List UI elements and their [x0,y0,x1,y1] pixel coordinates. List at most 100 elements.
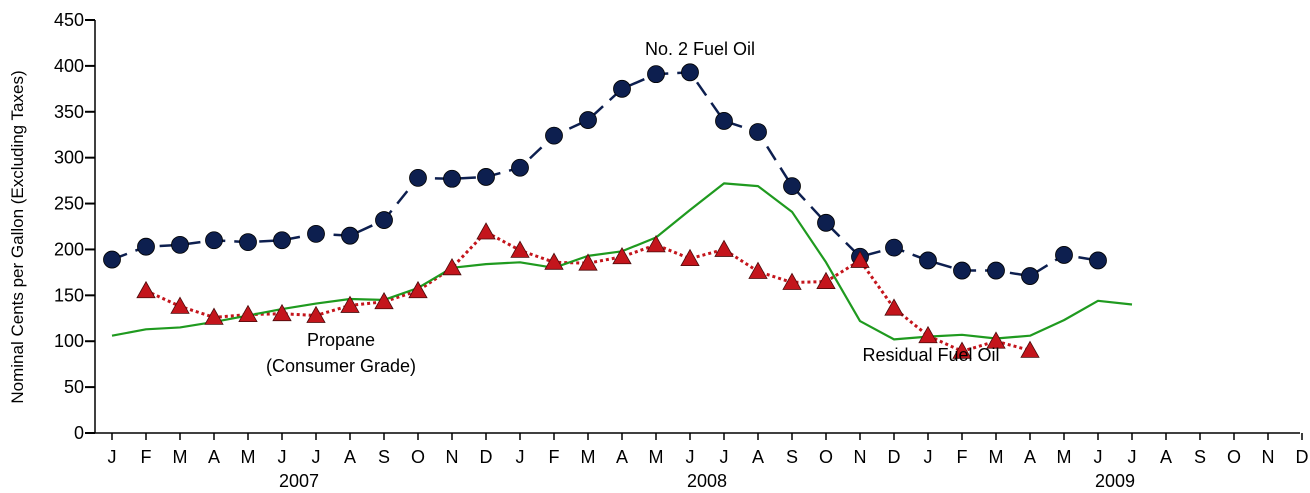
data-point-residual-fuel-oil [816,271,836,289]
y-tick-label: 0 [74,423,84,443]
data-point-no-2-fuel-oil [613,79,631,98]
y-tick-label: 350 [54,102,84,122]
data-point-residual-fuel-oil [510,240,530,258]
axes [93,20,1300,434]
year-labels: 2007 2008 2009 [279,471,1135,491]
annotation-residual-fuel-oil: Residual Fuel Oil [862,345,999,365]
data-point-residual-fuel-oil [238,304,258,323]
data-point-residual-fuel-oil [204,307,224,325]
data-point-no-2-fuel-oil [171,235,189,254]
x-tick-label: M [649,447,664,467]
x-tick-label: J [1128,447,1137,467]
y-tick-label: 200 [54,239,84,259]
y-tick-label: 250 [54,194,84,214]
data-point-no-2-fuel-oil [749,123,767,141]
data-point-no-2-fuel-oil [1055,246,1073,264]
data-point-residual-fuel-oil [748,261,768,279]
y-tick-labels: 0 50 100 150 200 250 300 350 400 450 [54,10,84,443]
data-point-no-2-fuel-oil [239,233,257,252]
data-point-no-2-fuel-oil [885,238,903,257]
x-tick-label: A [1160,447,1172,467]
data-point-residual-fuel-oil [136,280,156,299]
data-point-residual-fuel-oil [646,235,666,253]
data-point-no-2-fuel-oil [137,237,155,256]
x-tick-label: F [957,447,968,467]
x-tick-label: J [720,447,729,467]
data-point-residual-fuel-oil [408,280,428,299]
x-tick-label: D [480,447,493,467]
x-tick-label: F [549,447,560,467]
x-tick-label: S [378,447,390,467]
x-tick-label: S [1194,447,1206,467]
data-point-residual-fuel-oil [714,239,734,257]
y-tick-label: 150 [54,285,84,305]
data-point-no-2-fuel-oil [511,158,529,177]
x-tick-label: N [446,447,459,467]
data-point-no-2-fuel-oil [919,251,937,270]
y-tick-label: 50 [64,377,84,397]
data-point-no-2-fuel-oil [477,168,495,186]
data-point-residual-fuel-oil [272,303,292,322]
data-point-no-2-fuel-oil [1021,267,1039,285]
data-point-residual-fuel-oil [306,305,326,323]
annotation-no2-fuel-oil: No. 2 Fuel Oil [645,39,755,59]
x-tick-label: D [1296,447,1309,467]
x-tick-label: J [686,447,695,467]
data-point-residual-fuel-oil [170,296,190,314]
x-tick-label: M [581,447,596,467]
series-lines [111,71,1133,353]
data-point-no-2-fuel-oil [375,211,393,229]
series-line-residual-fuel-oil [145,230,1031,353]
x-tick-label: J [312,447,321,467]
y-tick-label: 300 [54,148,84,168]
data-point-no-2-fuel-oil [103,250,121,269]
y-axis-title: Nominal Cents per Gallon (Excluding Taxe… [8,70,27,403]
y-tick-label: 450 [54,10,84,30]
x-tick-label: M [989,447,1004,467]
data-point-residual-fuel-oil [884,298,904,316]
data-point-no-2-fuel-oil [681,63,699,82]
x-year-label: 2009 [1095,471,1135,491]
data-point-no-2-fuel-oil [953,261,971,280]
x-tick-label: M [1057,447,1072,467]
x-tick-label: S [786,447,798,467]
x-tick-label: A [616,447,628,467]
data-point-residual-fuel-oil [850,250,870,268]
x-tick-label: D [888,447,901,467]
tick-marks [85,19,1303,440]
x-tick-label: J [1094,447,1103,467]
data-point-no-2-fuel-oil [817,213,835,232]
x-tick-label: O [411,447,425,467]
x-year-label: 2007 [279,471,319,491]
data-point-residual-fuel-oil [476,222,496,240]
x-tick-label: J [516,447,525,467]
data-point-residual-fuel-oil [952,341,972,359]
data-point-residual-fuel-oil [578,253,598,271]
data-point-residual-fuel-oil [680,248,700,267]
x-tick-label: J [108,447,117,467]
x-tick-label: J [924,447,933,467]
y-tick-label: 100 [54,331,84,351]
x-tick-label: N [1262,447,1275,467]
x-tick-label: A [208,447,220,467]
data-point-residual-fuel-oil [544,252,564,270]
data-point-residual-fuel-oil [442,257,462,276]
x-tick-label: A [752,447,764,467]
data-point-residual-fuel-oil [1020,340,1040,358]
data-point-no-2-fuel-oil [409,168,427,187]
data-point-residual-fuel-oil [986,331,1006,349]
annotation-propane-line1: Propane [307,330,375,350]
data-point-residual-fuel-oil [612,246,632,265]
data-point-no-2-fuel-oil [273,231,291,250]
data-point-residual-fuel-oil [340,295,360,313]
x-tick-label: M [173,447,188,467]
data-point-no-2-fuel-oil [443,169,461,188]
data-point-no-2-fuel-oil [647,65,665,84]
data-point-residual-fuel-oil [918,325,938,344]
annotation-propane-line2: (Consumer Grade) [266,356,416,376]
x-tick-label: F [141,447,152,467]
data-point-no-2-fuel-oil [715,112,733,130]
data-point-no-2-fuel-oil [341,226,359,245]
